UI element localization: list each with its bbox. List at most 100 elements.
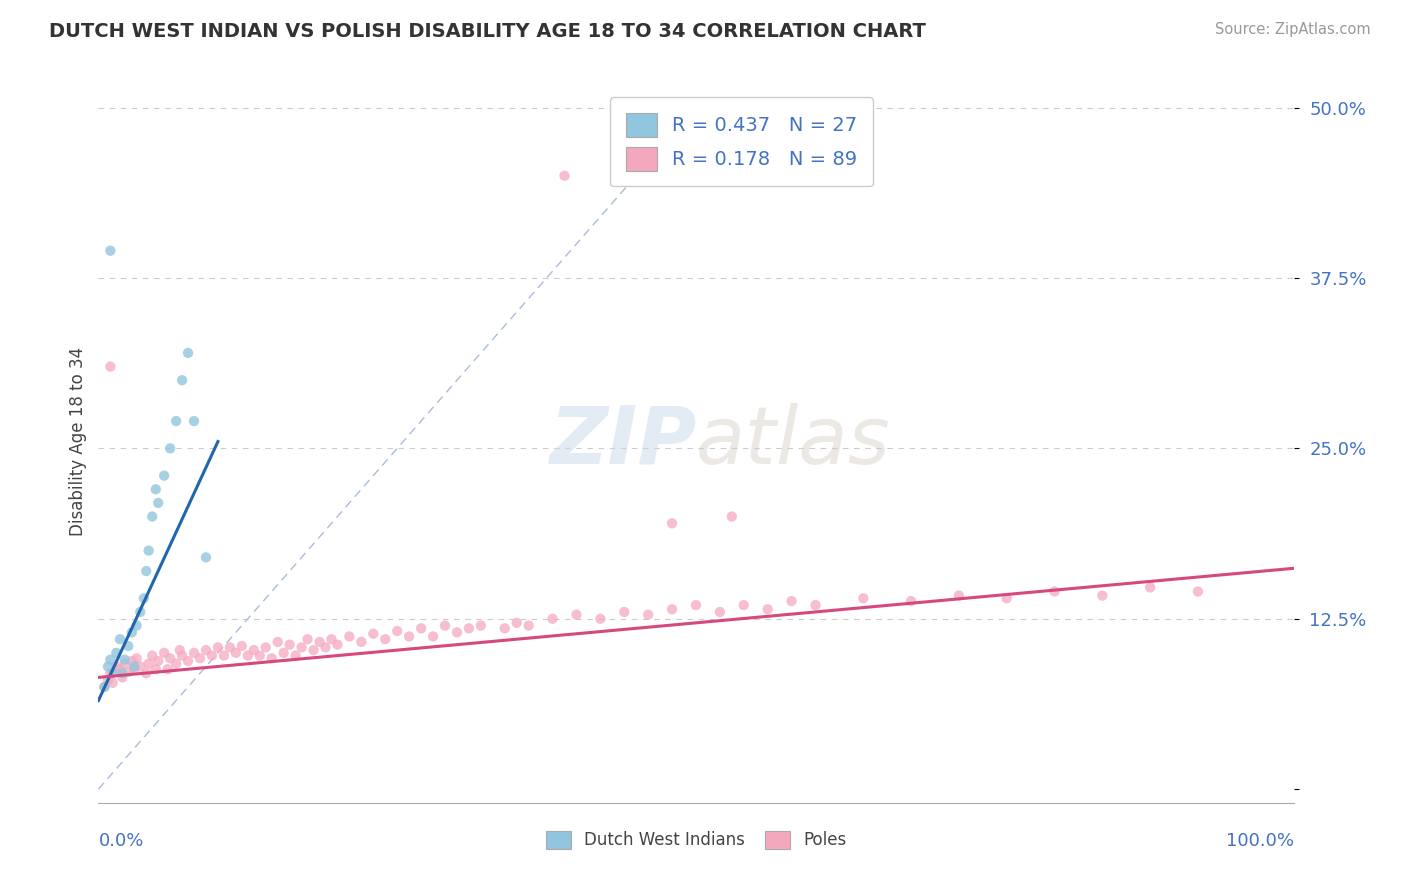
Point: [458, 621, 481, 635]
Point: [326, 638, 349, 652]
Point: [153, 468, 176, 483]
Point: [541, 612, 564, 626]
Point: [159, 442, 181, 456]
Point: [108, 632, 131, 647]
Point: [212, 648, 235, 663]
Point: [446, 625, 468, 640]
Point: [129, 605, 152, 619]
Point: [321, 632, 343, 647]
Point: [111, 670, 134, 684]
Point: [98, 666, 122, 681]
Point: [125, 651, 148, 665]
Point: [201, 648, 224, 663]
Point: [995, 591, 1018, 606]
Point: [225, 646, 247, 660]
Point: [302, 643, 325, 657]
Point: [108, 662, 131, 676]
Point: [565, 607, 588, 622]
Point: [411, 621, 433, 635]
Point: [138, 657, 160, 671]
Y-axis label: Disability Age 18 to 34: Disability Age 18 to 34: [69, 347, 87, 536]
Point: [138, 543, 160, 558]
Point: [434, 618, 457, 632]
Point: [374, 632, 396, 647]
Point: [231, 639, 253, 653]
Legend: Dutch West Indians, Poles: Dutch West Indians, Poles: [538, 824, 853, 856]
Point: [422, 630, 444, 644]
Point: [709, 605, 731, 619]
Point: [494, 621, 516, 635]
Point: [98, 359, 122, 374]
Point: [398, 630, 420, 644]
Point: [172, 648, 194, 663]
Point: [363, 626, 385, 640]
Point: [93, 680, 115, 694]
Point: [613, 605, 636, 619]
Point: [135, 564, 157, 578]
Point: [249, 648, 271, 663]
Point: [308, 635, 330, 649]
Point: [165, 414, 187, 428]
Point: [254, 640, 277, 655]
Point: [156, 662, 179, 676]
Point: [105, 659, 128, 673]
Point: [554, 169, 576, 183]
Point: [260, 651, 283, 665]
Point: [153, 646, 176, 660]
Point: [1187, 584, 1209, 599]
Point: [297, 632, 319, 647]
Point: [111, 666, 134, 681]
Point: [1091, 589, 1114, 603]
Point: [188, 651, 211, 665]
Point: [236, 648, 259, 663]
Point: [125, 618, 148, 632]
Point: [183, 646, 205, 660]
Point: [195, 550, 218, 565]
Point: [132, 591, 155, 606]
Point: [141, 509, 163, 524]
Point: [780, 594, 803, 608]
Point: [1043, 584, 1066, 599]
Point: [517, 618, 540, 632]
Point: [284, 648, 307, 663]
Point: [177, 346, 200, 360]
Point: [267, 635, 290, 649]
Point: [207, 640, 229, 655]
Point: [93, 680, 115, 694]
Point: [183, 414, 205, 428]
Point: [101, 666, 124, 681]
Point: [177, 654, 200, 668]
Point: [148, 496, 170, 510]
Point: [98, 653, 122, 667]
Point: [278, 638, 301, 652]
Point: [117, 639, 139, 653]
Point: [804, 598, 827, 612]
Point: [105, 646, 128, 660]
Point: [506, 615, 529, 630]
Text: ZIP: ZIP: [548, 402, 696, 481]
Point: [148, 654, 170, 668]
Point: [470, 618, 492, 632]
Point: [141, 648, 163, 663]
Point: [159, 651, 181, 665]
Point: [637, 607, 659, 622]
Point: [172, 373, 194, 387]
Point: [243, 643, 266, 657]
Point: [117, 665, 139, 679]
Point: [273, 646, 295, 660]
Point: [350, 635, 373, 649]
Point: [685, 598, 707, 612]
Text: 100.0%: 100.0%: [1226, 831, 1294, 850]
Point: [121, 654, 143, 668]
Point: [97, 673, 120, 687]
Point: [121, 625, 143, 640]
Point: [97, 659, 120, 673]
Point: [721, 509, 744, 524]
Point: [124, 659, 146, 673]
Point: [114, 657, 136, 671]
Point: [1139, 581, 1161, 595]
Point: [339, 630, 361, 644]
Point: [124, 662, 146, 676]
Point: [195, 643, 218, 657]
Point: [900, 594, 922, 608]
